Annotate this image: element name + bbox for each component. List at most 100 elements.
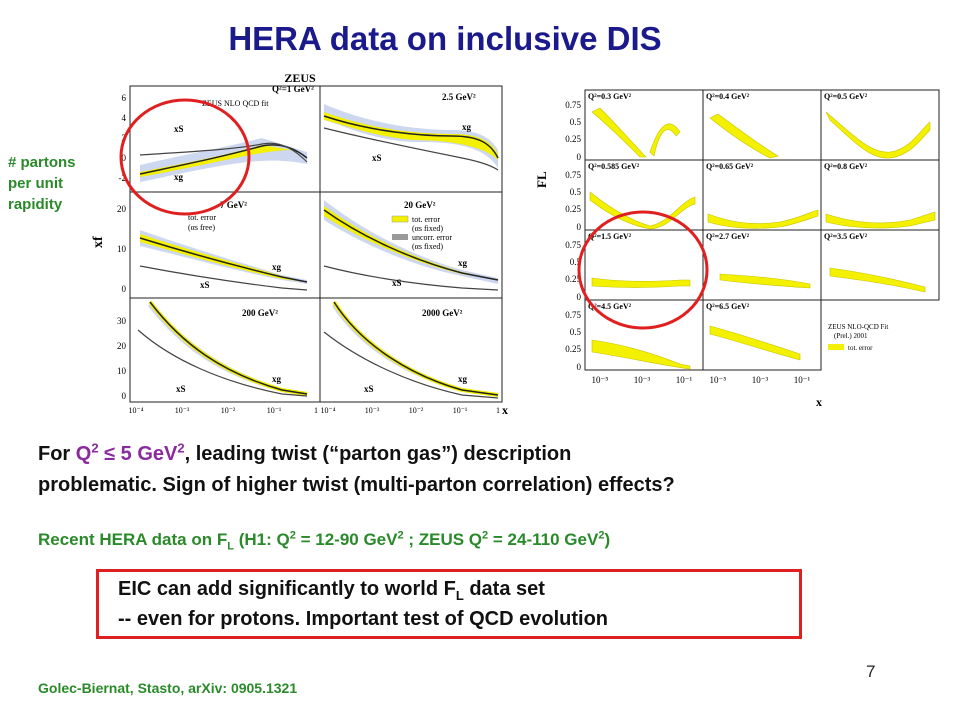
fl-band (591, 339, 691, 370)
legend-text: uncorr. error (412, 233, 452, 242)
highlight-circle (577, 210, 709, 330)
y-tick-label: 0 (122, 284, 127, 294)
fl-figure: FL x Q²=0.3 GeV² Q²=0.4 GeV² Q²=0.5 GeV²… (534, 89, 940, 409)
x-tick-label: 10⁻³ (365, 406, 380, 415)
panel-label: 2.5 GeV² (442, 92, 476, 102)
y-tick-label: 20 (117, 204, 127, 214)
fl-band (709, 113, 779, 159)
legend-text: tot. error (848, 344, 873, 352)
y-tick-label: 0.25 (565, 274, 581, 284)
legend-swatch (828, 344, 844, 350)
panel-label: Q²=6.5 GeV² (706, 302, 750, 311)
panel-label: Q²=0.585 GeV² (588, 162, 640, 171)
main-text-line: For Q2 ≤ 5 GeV2, leading twist (“parton … (38, 440, 572, 465)
y-tick-label: 10 (117, 244, 127, 254)
figure-header: ZEUS (284, 71, 316, 85)
y-tick-label: 0 (122, 153, 127, 163)
y-tick-label: 0.5 (570, 187, 582, 197)
panel-frame (702, 299, 822, 371)
panel-label: Q²=3.5 GeV² (824, 232, 868, 241)
q-squared: Q2 ≤ 5 GeV2 (75, 440, 185, 465)
curve-label: xg (272, 374, 282, 384)
error-band (140, 230, 307, 284)
side-note-line: # partons (8, 154, 76, 171)
y-tick-label: 0.25 (565, 134, 581, 144)
legend-text: (αs free) (188, 223, 215, 232)
legend-text: ZEUS NLO QCD fit (202, 99, 269, 108)
fl-band (649, 123, 681, 157)
y-tick-label: 10 (117, 366, 127, 376)
panel-label: Q²=0.65 GeV² (706, 162, 754, 171)
page-number: 7 (866, 662, 876, 681)
error-band (140, 145, 292, 177)
panel-label: Q²=0.4 GeV² (706, 92, 750, 101)
xg-curve (139, 237, 308, 283)
error-band (148, 302, 307, 396)
curve-label: xg (462, 122, 472, 132)
legend-text: ZEUS NLO-QCD Fit (828, 323, 888, 331)
y-tick-label: 0.25 (565, 344, 581, 354)
xs-curve (323, 265, 499, 291)
x-tick-label: 1 (496, 406, 500, 415)
panel-frame (319, 297, 503, 403)
error-band (332, 302, 498, 397)
curve-label: xg (272, 262, 282, 272)
side-note: # partons per unit rapidity (8, 152, 76, 215)
legend-swatch (392, 234, 408, 240)
curve-label: xS (392, 278, 402, 288)
x-tick-label: 10⁻¹ (794, 375, 811, 385)
x-tick-label: 10⁻⁵ (592, 375, 609, 385)
x-tick-label: 10⁻¹ (267, 406, 282, 415)
y-tick-label: -2 (119, 173, 127, 183)
curve-label: xS (200, 280, 210, 290)
x-tick-label: 10⁻² (409, 406, 424, 415)
side-note-line: rapidity (8, 196, 63, 213)
x-tick-label: 10⁻⁵ (710, 375, 727, 385)
panel-label: Q²=0.5 GeV² (824, 92, 868, 101)
fl-band (591, 107, 647, 158)
x-tick-label: 10⁻⁴ (320, 406, 335, 415)
fl-band (825, 111, 931, 159)
eic-line: -- even for protons. Important test of Q… (118, 608, 608, 630)
fl-band (589, 191, 696, 230)
xs-curve (139, 265, 308, 291)
y-tick-label: 0 (577, 292, 582, 302)
x-tick-label: 10⁻¹ (453, 406, 468, 415)
legend-text: (αs fixed) (412, 224, 443, 233)
curve-label: xS (364, 384, 374, 394)
recent-data-note: Recent HERA data on FL (H1: Q2 = 12-90 G… (38, 529, 611, 553)
curve-label: xg (458, 258, 468, 268)
x-axis-label: x (816, 395, 822, 409)
y-tick-label: 0.5 (570, 327, 582, 337)
side-note-line: per unit (8, 175, 63, 192)
legend-text: (Prel.) 2001 (834, 332, 868, 340)
legend-swatch (391, 215, 409, 223)
y-tick-label: 0 (577, 222, 582, 232)
xs-curve (323, 127, 499, 171)
y-axis-label: xf (92, 236, 106, 248)
panel-label: 7 GeV² (220, 200, 247, 210)
panel-label: 2000 GeV² (422, 308, 463, 318)
legend-text: tot. error (188, 213, 216, 222)
citation: Golec-Biernat, Stasto, arXiv: 0905.1321 (38, 680, 298, 696)
error-band (324, 206, 498, 280)
y-tick-label: 20 (117, 341, 127, 351)
curve-label: xg (458, 374, 468, 384)
xg-curve (323, 209, 499, 281)
y-tick-label: 6 (122, 93, 127, 103)
x-tick-label: 10⁻² (221, 406, 236, 415)
y-tick-label: 0.75 (565, 170, 581, 180)
fl-band (709, 325, 801, 361)
y-tick-label: 30 (117, 316, 127, 326)
y-axis-label: FL (534, 171, 549, 188)
x-tick-label: 10⁻⁴ (128, 406, 143, 415)
y-tick-label: 0.25 (565, 204, 581, 214)
slide-title: HERA data on inclusive DIS (228, 20, 662, 57)
xs-curve (323, 331, 499, 399)
error-band (324, 112, 498, 160)
curve-label: xS (174, 124, 184, 134)
y-tick-label: 0 (577, 362, 582, 372)
y-tick-label: 4 (122, 113, 127, 123)
fl-band (591, 277, 691, 288)
y-tick-label: 0 (577, 152, 582, 162)
